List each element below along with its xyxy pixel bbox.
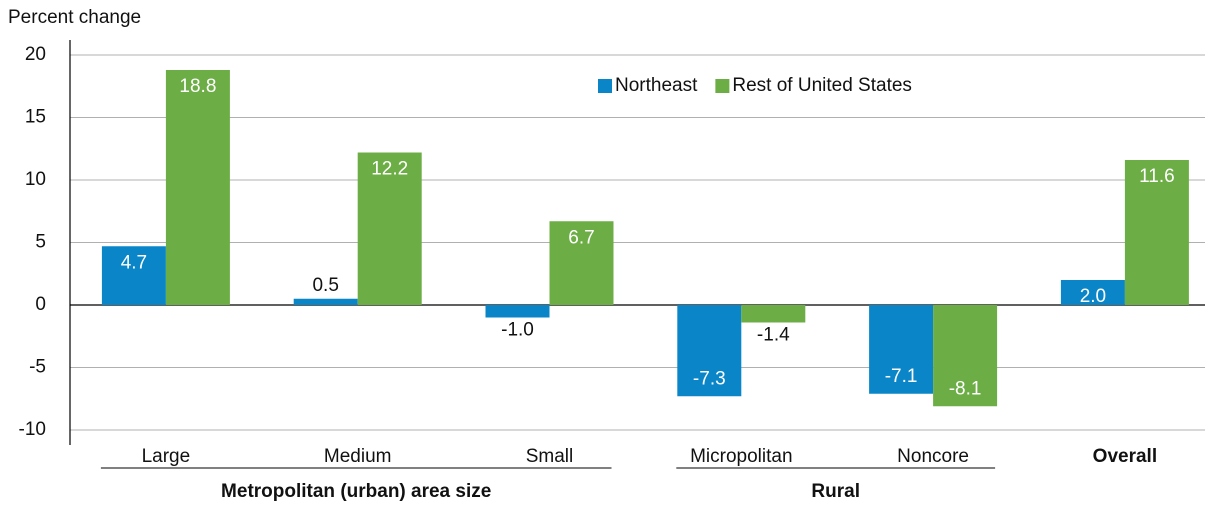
value-label: 4.7: [121, 252, 147, 273]
bar: [741, 305, 806, 323]
x-tick-label: Overall: [1093, 446, 1157, 467]
bar: [485, 305, 550, 318]
legend-label: Northeast: [615, 75, 698, 96]
x-tick-label: Micropolitan: [690, 446, 792, 467]
value-label: 11.6: [1139, 166, 1175, 187]
legend-label: Rest of United States: [732, 75, 912, 96]
bar: [1124, 160, 1189, 305]
value-label: 12.2: [371, 159, 408, 180]
bar: [549, 221, 614, 305]
group-label: Metropolitan (urban) area size: [221, 481, 491, 502]
x-tick-label: Large: [142, 446, 191, 467]
x-tick-label: Noncore: [897, 446, 969, 467]
bar: [165, 70, 230, 305]
value-label: -1.0: [501, 320, 534, 341]
bar: [357, 152, 422, 305]
value-label: 18.8: [179, 76, 216, 97]
value-label: -8.1: [949, 378, 982, 399]
legend-swatch: [598, 79, 612, 93]
y-tick-label: -10: [19, 419, 46, 440]
y-axis-label: Percent change: [8, 7, 141, 28]
value-label: -7.3: [693, 368, 726, 389]
bar: [677, 305, 742, 397]
y-tick-label: 0: [35, 294, 46, 315]
value-label: 6.7: [568, 227, 594, 248]
bar: [1060, 280, 1125, 305]
x-tick-label: Medium: [324, 446, 392, 467]
legend-swatch: [715, 79, 730, 93]
bar: [933, 305, 998, 407]
x-tick-label: Small: [526, 446, 574, 467]
value-label: -1.4: [757, 325, 790, 346]
y-tick-label: 20: [25, 44, 46, 65]
group-label: Rural: [811, 481, 860, 502]
y-tick-label: 10: [25, 169, 46, 190]
y-tick-label: -5: [29, 357, 46, 378]
bar: [869, 305, 934, 394]
value-label: 2.0: [1080, 286, 1106, 307]
y-tick-label: 5: [35, 232, 46, 253]
y-tick-label: 15: [25, 107, 46, 128]
value-label: -7.1: [885, 366, 918, 387]
bar: [293, 298, 358, 305]
value-label: 0.5: [312, 275, 338, 296]
bar: [101, 246, 166, 305]
